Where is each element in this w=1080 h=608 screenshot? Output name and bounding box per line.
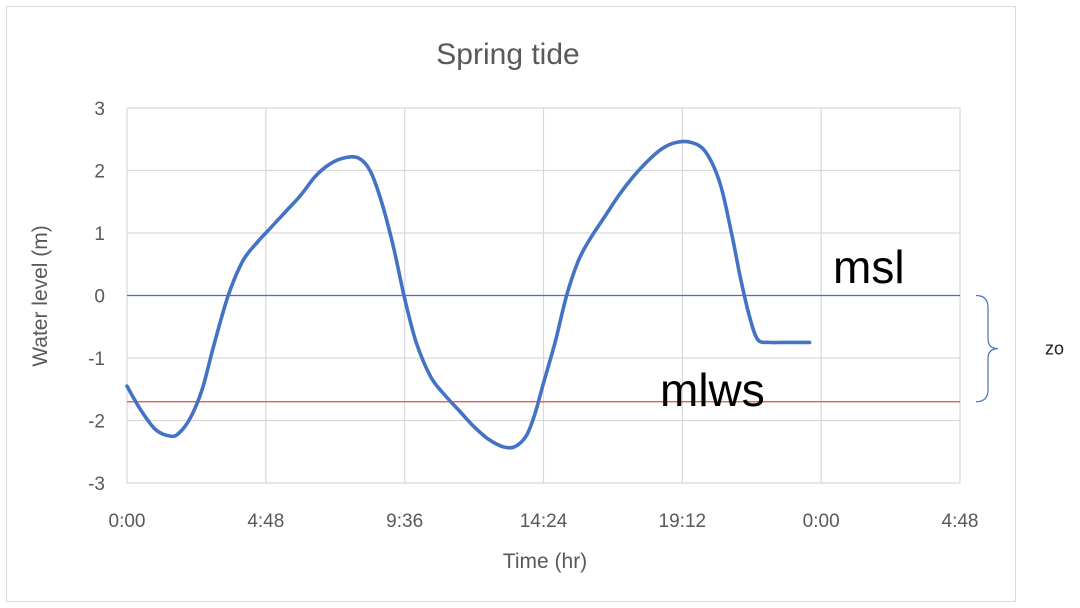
x-tick-label: 14:24 xyxy=(520,511,568,532)
x-axis-title: Time (hr) xyxy=(503,550,587,573)
reference-lines xyxy=(127,294,960,403)
x-tick-label: 0:00 xyxy=(803,511,840,532)
y-tick-label: 0 xyxy=(94,287,105,308)
y-tick-label: 1 xyxy=(94,224,105,245)
zo-bracket xyxy=(975,294,999,403)
annotations: msl mlws zo xyxy=(660,241,1064,416)
series-layer xyxy=(125,139,812,450)
y-axis-title: Water level (m) xyxy=(29,225,52,367)
x-tick-label: 9:36 xyxy=(386,511,423,532)
mlws-label: mlws xyxy=(660,364,765,416)
zo-label: zo xyxy=(1045,339,1064,359)
chart-title: Spring tide xyxy=(436,38,579,71)
y-tick-label: -2 xyxy=(88,412,105,433)
y-tick-label: 3 xyxy=(94,99,105,120)
water-level-line xyxy=(125,139,812,450)
y-tick-label: -3 xyxy=(88,474,105,495)
x-tick-label: 4:48 xyxy=(942,511,979,532)
y-tick-label: 2 xyxy=(94,162,105,183)
msl-label: msl xyxy=(833,241,905,293)
chart-frame xyxy=(6,6,1016,602)
x-axis-ticks: 0:00 4:48 9:36 14:24 19:12 0:00 4:48 xyxy=(109,511,979,532)
x-tick-label: 0:00 xyxy=(109,511,146,532)
y-axis-ticks: -3 -2 -1 0 1 2 3 xyxy=(88,99,105,495)
x-tick-label: 4:48 xyxy=(247,511,284,532)
y-tick-label: -1 xyxy=(88,349,105,370)
x-tick-label: 19:12 xyxy=(659,511,707,532)
